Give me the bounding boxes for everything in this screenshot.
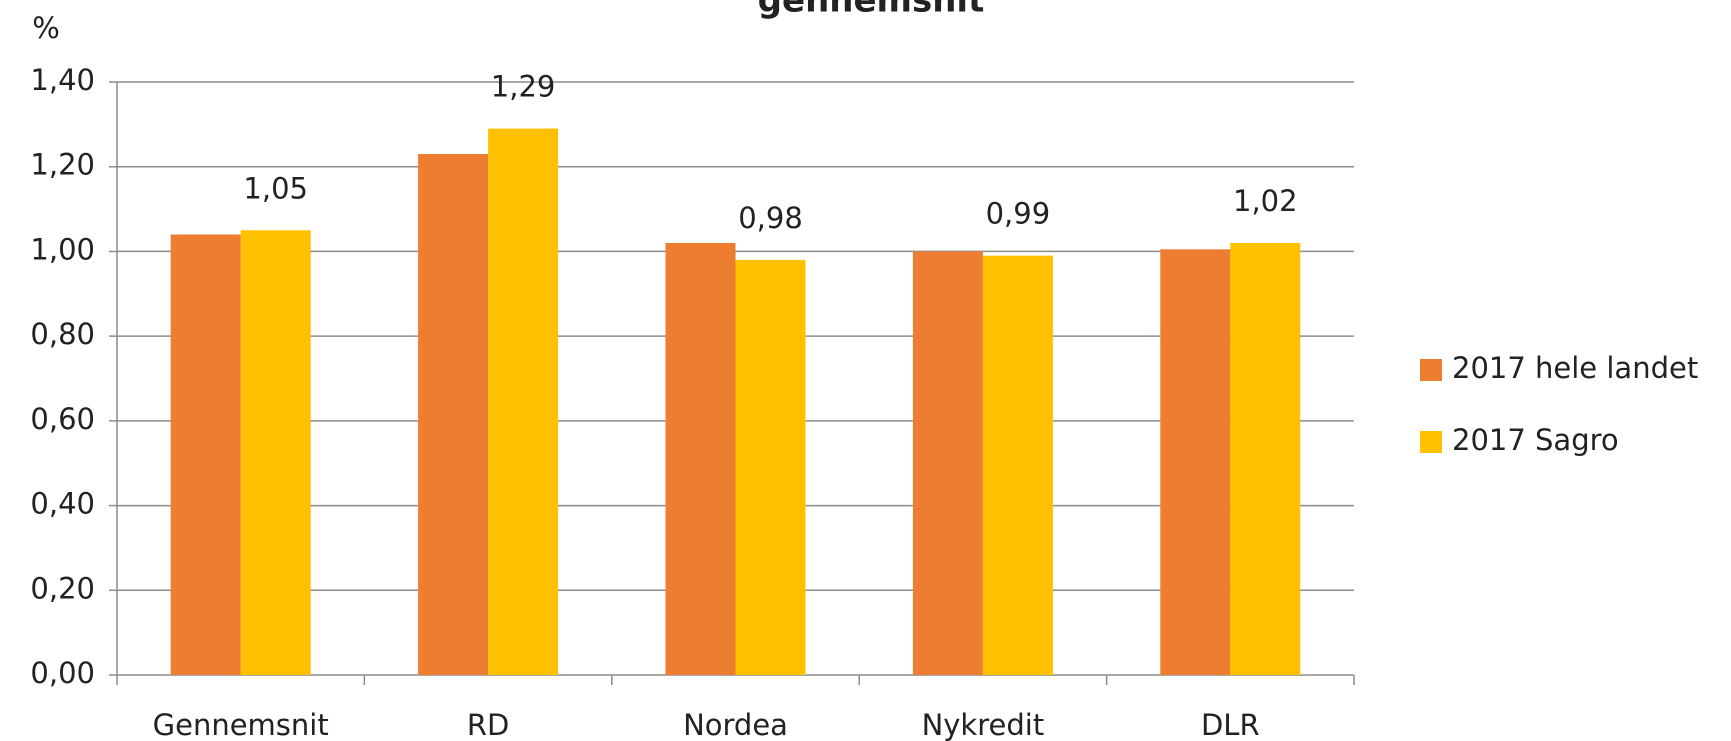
legend-label: 2017 hele landet [1452, 351, 1698, 385]
x-tick-label: DLR [1201, 708, 1260, 741]
bar [488, 128, 559, 676]
y-tick-label: 1,00 [30, 232, 95, 266]
bar [240, 230, 311, 675]
bar [1160, 249, 1231, 675]
data-label: 1,29 [491, 70, 556, 104]
data-label: 1,05 [243, 171, 308, 205]
bar [665, 242, 736, 675]
bar [912, 251, 983, 675]
legend-label: 2017 Sagro [1452, 423, 1619, 457]
y-tick-label: 0,00 [30, 656, 95, 690]
x-tick-label: Nykredit [922, 708, 1045, 741]
bar [735, 259, 806, 675]
x-tick-label: RD [467, 708, 509, 741]
bar [418, 154, 489, 675]
data-label: 0,98 [738, 201, 803, 235]
legend-swatch [1420, 359, 1442, 381]
y-tick-label: 0,40 [30, 487, 95, 521]
x-tick-label: Gennemsnit [153, 708, 329, 741]
bar [982, 255, 1053, 675]
bar [1230, 242, 1301, 675]
y-tick-label: 0,20 [30, 571, 95, 605]
bar [170, 234, 241, 675]
legend-swatch [1420, 431, 1442, 453]
y-tick-label: 0,60 [30, 402, 95, 436]
y-axis-label: % [32, 11, 60, 45]
y-tick-label: 1,20 [30, 148, 95, 182]
data-label: 0,99 [986, 197, 1051, 231]
chart-title: gennemsnit [758, 0, 985, 21]
data-label: 1,02 [1233, 184, 1298, 218]
x-tick-label: Nordea [683, 708, 788, 741]
y-tick-label: 0,80 [30, 317, 95, 351]
y-tick-label: 1,40 [30, 63, 95, 97]
